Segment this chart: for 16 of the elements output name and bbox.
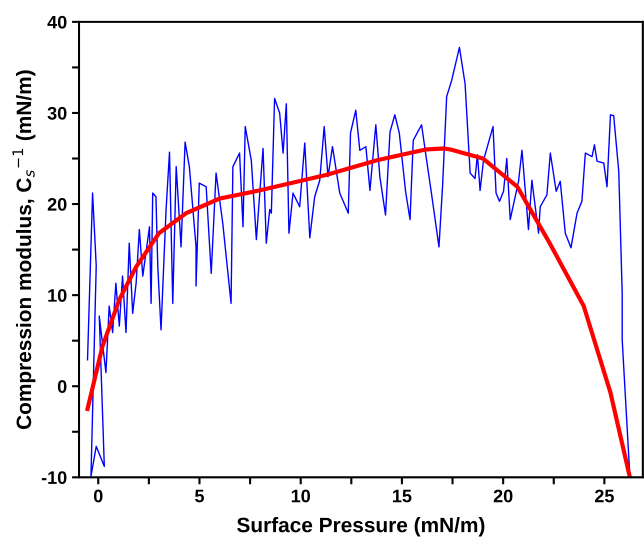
line-series: [85, 146, 632, 478]
x-tick-label: 10: [292, 490, 310, 502]
x-axis-title: Surface Pressure (mN/m): [237, 517, 484, 536]
y-axis-title: Compression modulus, C$_{s}$$^{−1}$ (mN/m): [12, 70, 36, 430]
line-series: [86, 46, 631, 478]
x-tick-label: 0: [94, 490, 103, 502]
x-tick-label: 25: [594, 490, 614, 502]
y-tick-label: -10: [42, 471, 66, 484]
y-tick-label: 20: [48, 198, 66, 211]
y-tick-label: 10: [48, 289, 66, 302]
y-tick-label: 0: [58, 380, 66, 393]
y-tick-label: 30: [48, 106, 66, 120]
y-tick-label: 40: [47, 16, 66, 29]
x-tick-label: 15: [393, 490, 412, 502]
x-tick-label: 20: [494, 490, 512, 502]
x-tick-label: 5: [195, 490, 204, 502]
